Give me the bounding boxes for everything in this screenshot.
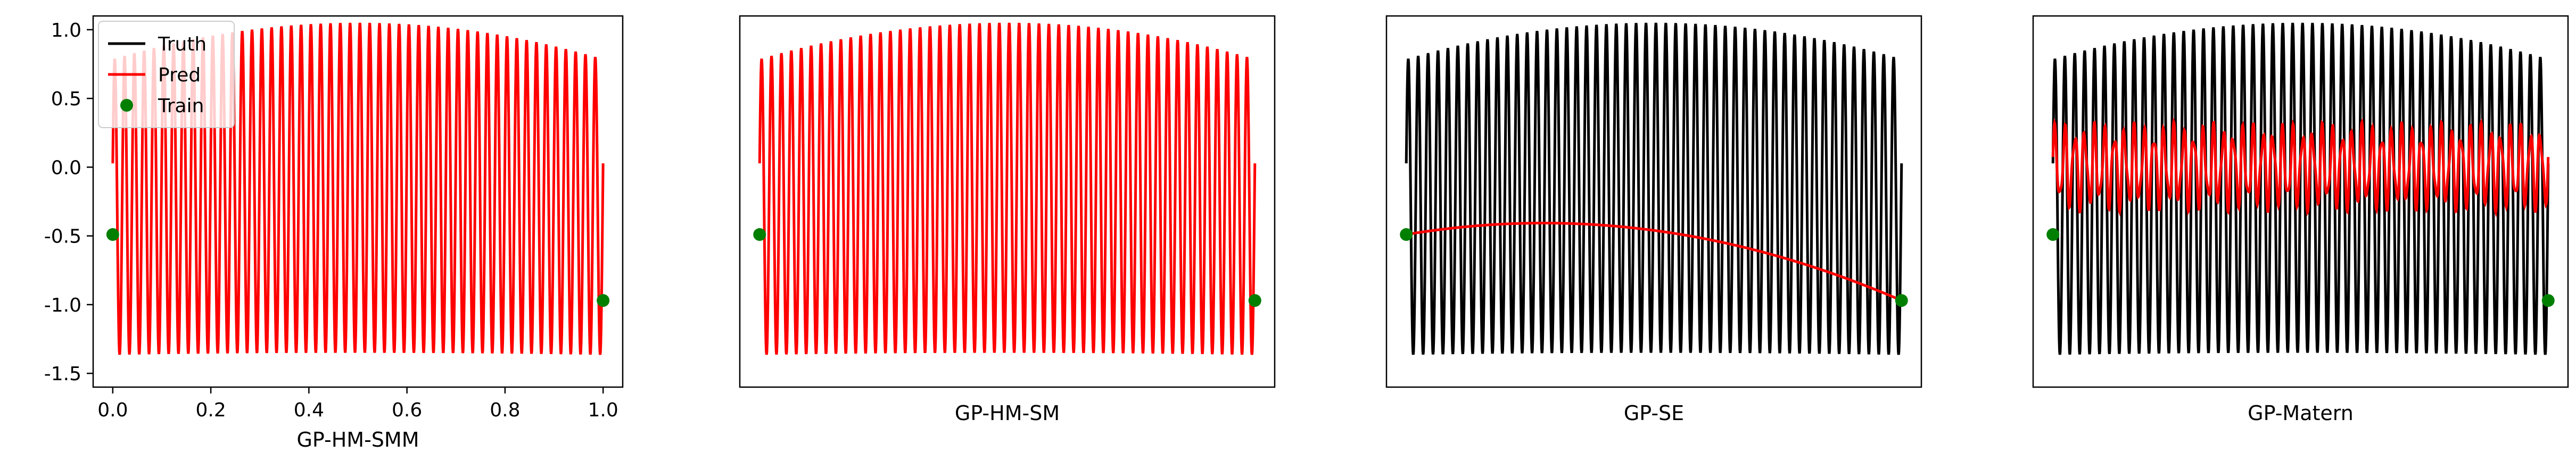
y-tick-label: -0.5 (44, 226, 81, 248)
panel-4: GP-Matern (2032, 15, 2569, 425)
legend-label: Train (158, 95, 204, 117)
panel-3: GP-SE (1385, 15, 1922, 425)
x-tick-label: 0.4 (294, 399, 324, 421)
train-point (2046, 228, 2060, 241)
y-tick-label: 0.5 (51, 88, 81, 110)
x-axis-label: GP-SE (1624, 401, 1684, 425)
axes-frame (1385, 15, 1922, 388)
axes-frame (92, 15, 624, 388)
x-tick-label: 0.0 (97, 399, 128, 421)
pred-line (1406, 222, 1902, 302)
y-tick-label: 1.0 (51, 20, 81, 41)
train-point (2541, 294, 2555, 307)
train-point (753, 228, 766, 241)
legend-label: Truth (158, 34, 207, 55)
pred-line (758, 22, 1257, 355)
legend-marker-swatch (120, 99, 133, 112)
x-tick-label: 1.0 (588, 399, 618, 421)
axes-frame (2032, 15, 2569, 388)
legend-label: Pred (158, 64, 201, 86)
pred-line (2051, 116, 2550, 218)
y-tick-label: -1.0 (44, 295, 81, 316)
train-point (1895, 294, 1908, 307)
x-axis-label: GP-HM-SM (955, 401, 1060, 425)
x-axis-label: GP-Matern (2248, 401, 2354, 425)
x-tick-label: 0.6 (392, 399, 422, 421)
train-point (1400, 228, 1413, 241)
legend: Truth Pred Train (98, 21, 235, 128)
panel-1: 0.0 0.2 0.4 0.6 0.8 1.0 1.0 0.5 0.0 -0.5 -1.0 -1.5 G… (44, 15, 624, 451)
x-axis-label: GP-HM-SMM (296, 428, 419, 451)
x-tick-label: 0.8 (490, 399, 520, 421)
axes-frame (739, 15, 1276, 388)
train-point (106, 228, 119, 241)
y-tick-label: -1.5 (44, 363, 81, 385)
panel-2: GP-HM-SM (739, 15, 1276, 425)
legend-box (98, 21, 235, 128)
x-tick-label: 0.2 (195, 399, 226, 421)
truth-line (2051, 22, 2550, 355)
train-point (597, 294, 610, 307)
truth-line (1405, 22, 1903, 355)
train-point (1248, 294, 1261, 307)
y-tick-label: 0.0 (51, 157, 81, 179)
